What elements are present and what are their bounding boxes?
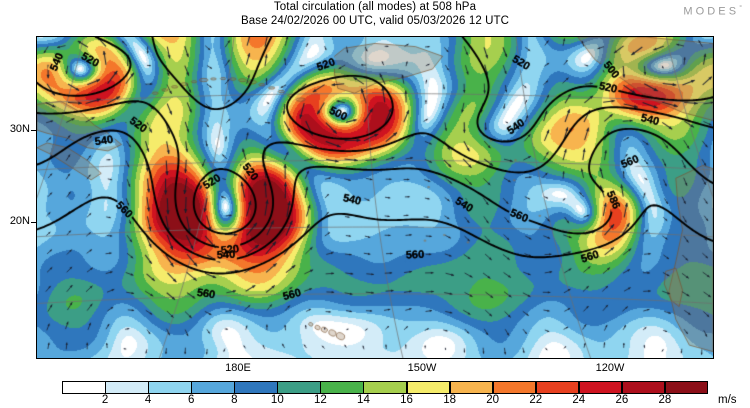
colorbar-swatch [149, 382, 192, 393]
map-panel [36, 36, 714, 359]
x-axis-tick-label: 180E [225, 362, 251, 374]
y-axis-tick-label: 20N [9, 215, 30, 227]
colorbar-tick-label: 26 [615, 394, 629, 406]
colorbar-tick [406, 381, 408, 394]
colorbar-tick [621, 381, 623, 394]
colorbar-tick-label: 22 [529, 394, 543, 406]
map-canvas [37, 37, 713, 358]
colorbar-swatch [364, 382, 407, 393]
colorbar-tick-label: 8 [231, 394, 238, 406]
colorbar-tick [664, 381, 666, 394]
colorbar-tick-label: 20 [486, 394, 500, 406]
colorbar-swatch [106, 382, 149, 393]
colorbar-tick-label: 4 [144, 394, 152, 406]
colorbar-tick [449, 381, 451, 394]
colorbar-swatch [493, 382, 536, 393]
colorbar-tick [277, 381, 279, 394]
colorbar-tick [363, 381, 365, 394]
colorbar-swatch [63, 382, 106, 393]
colorbar-swatch [536, 382, 579, 393]
colorbar-tick-label: 16 [400, 394, 413, 406]
colorbar-swatch [665, 382, 707, 393]
colorbar-tick [148, 381, 150, 394]
colorbar-tick [191, 381, 193, 394]
colorbar-swatch [450, 382, 493, 393]
x-axis-tick-label: 120W [595, 362, 625, 374]
colorbar-tick-label: 28 [658, 394, 672, 406]
colorbar-swatch [579, 382, 622, 393]
brand-text: MODES [683, 5, 740, 18]
colorbar-tick [105, 381, 107, 394]
page-title: Total circulation (all modes) at 508 hPa [273, 1, 477, 13]
colorbar-tick-label: 18 [443, 394, 456, 406]
colorbar-tick-label: 6 [187, 394, 195, 406]
colorbar-swatch [235, 382, 278, 393]
colorbar-tick [320, 381, 322, 394]
colorbar-tick-label: 2 [101, 394, 109, 406]
colorbar-tick [492, 381, 494, 394]
colorbar-tick-label: 24 [572, 394, 586, 406]
y-axis-tick-label: 30N [9, 123, 30, 135]
modes-logo: MODES° [683, 5, 742, 18]
colorbar [62, 381, 708, 394]
colorbar-tick [578, 381, 580, 394]
colorbar-tick [535, 381, 537, 394]
y-axis-tick-mark [31, 222, 37, 223]
colorbar-unit-label: m/s [718, 394, 737, 406]
colorbar-swatch [192, 382, 235, 393]
x-axis-tick-label: 150W [407, 362, 437, 374]
colorbar-swatch [622, 382, 665, 393]
chart-subtitle: Base 24/02/2026 00 UTC, valid 05/03/2026… [240, 14, 510, 27]
y-axis-tick-mark [31, 130, 37, 131]
brand-mark: ° [739, 5, 742, 12]
colorbar-swatch [407, 382, 450, 393]
colorbar-tick-label: 14 [357, 394, 370, 406]
chart-title-block: Total circulation (all modes) at 508 hPa… [0, 1, 750, 28]
colorbar-swatch [321, 382, 364, 393]
colorbar-tick [234, 381, 236, 394]
colorbar-tick-label: 10 [270, 394, 284, 406]
colorbar-tick-label: 12 [313, 394, 327, 406]
colorbar-swatch [278, 382, 321, 393]
